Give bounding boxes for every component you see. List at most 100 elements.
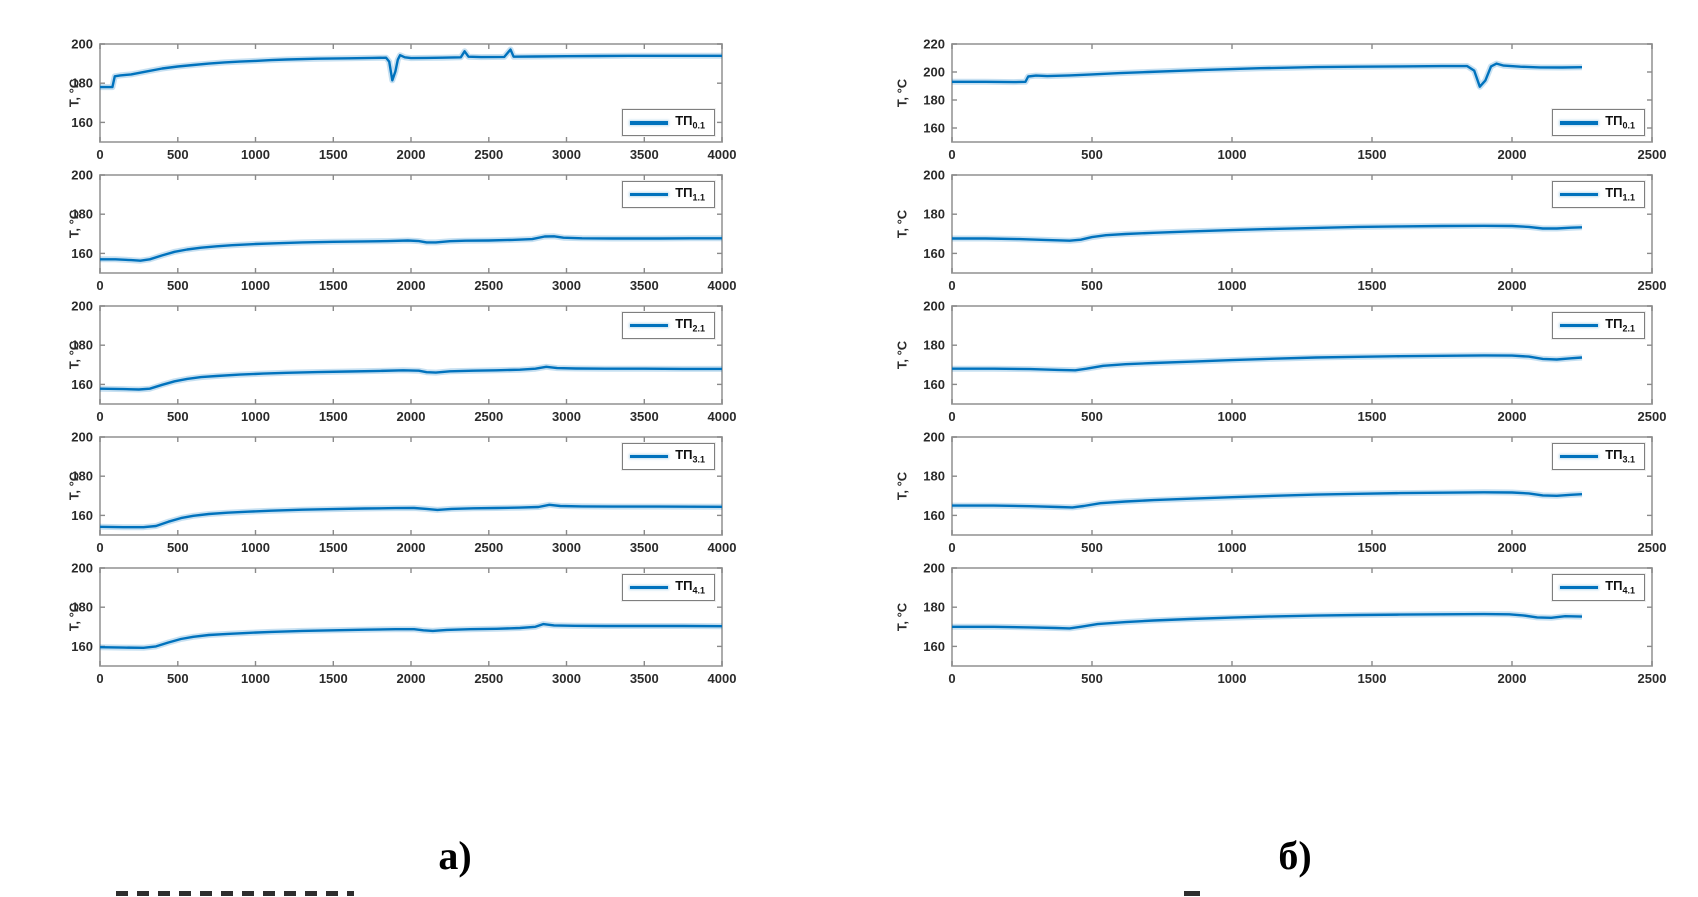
legend-label: ТП3.1 (675, 447, 705, 465)
svg-text:0: 0 (948, 409, 955, 423)
svg-text:3000: 3000 (552, 540, 581, 554)
chart-b5: 0 500 1000 1500 2000 2500 160 180 200 T, °C ТП4.1 (888, 554, 1698, 687)
legend-line-sample (630, 192, 669, 197)
svg-text:2000: 2000 (397, 671, 426, 685)
plot-area-a2: 0 500 1000 1500 2000 2500 3000 3500 4000 160 180 20… (71, 168, 736, 294)
plot-area-a4: 0 500 1000 1500 2000 2500 3000 3500 4000 160 180 20… (71, 430, 737, 556)
legend-b5: ТП4.1 (1552, 574, 1645, 601)
svg-text:180: 180 (923, 600, 945, 615)
svg-text:2500: 2500 (474, 671, 503, 685)
legend-line-sample (630, 323, 669, 328)
svg-text:180: 180 (923, 93, 945, 108)
svg-text:2500: 2500 (1638, 147, 1667, 161)
svg-text:1500: 1500 (319, 671, 348, 685)
y-axis-label: T, °C (66, 340, 82, 370)
legend-line-sample (1560, 120, 1599, 125)
svg-text:160: 160 (71, 508, 93, 523)
svg-text:200: 200 (71, 299, 93, 314)
svg-text:3500: 3500 (630, 409, 659, 423)
svg-text:160: 160 (71, 377, 93, 392)
chart-a4: 0 500 1000 1500 2000 2500 3000 3500 4000 160 180 20… (60, 423, 765, 556)
svg-text:500: 500 (1081, 278, 1103, 292)
y-axis-label: T, °C (894, 78, 910, 108)
panel-caption-b: б) (1278, 833, 1312, 878)
legend-line-sample (1560, 585, 1599, 590)
svg-text:0: 0 (96, 278, 103, 292)
svg-text:200: 200 (71, 37, 93, 52)
svg-text:180: 180 (71, 600, 93, 615)
svg-text:200: 200 (71, 168, 93, 183)
svg-text:1500: 1500 (319, 147, 348, 161)
svg-text:3000: 3000 (552, 409, 581, 423)
legend-b1: ТП0.1 (1552, 109, 1645, 136)
legend-line-sample (1560, 323, 1599, 328)
svg-text:3000: 3000 (552, 278, 581, 292)
svg-text:180: 180 (923, 469, 945, 484)
plot-area-b2: 0 500 1000 1500 2000 2500 160 180 200 (923, 168, 1666, 294)
svg-text:1500: 1500 (1358, 409, 1387, 423)
plot-area-b5: 0 500 1000 1500 2000 2500 160 180 200 (923, 561, 1666, 687)
cut-off-caption-fragment (1184, 891, 1200, 896)
svg-text:2000: 2000 (397, 147, 426, 161)
svg-text:2500: 2500 (474, 409, 503, 423)
svg-text:0: 0 (96, 147, 103, 161)
svg-text:200: 200 (71, 430, 93, 445)
svg-text:200: 200 (71, 561, 93, 576)
legend-label: ТП0.1 (675, 113, 705, 131)
legend-label: ТП0.1 (1605, 113, 1635, 131)
legend-label: ТП2.1 (1605, 316, 1635, 334)
legend-line-sample (1560, 192, 1599, 197)
chart-column-b: 0 500 1000 1500 2000 2500 160 180 200 220 T, °C ТП0… (888, 30, 1698, 690)
plot-area-a5: 0 500 1000 1500 2000 2500 3000 3500 4000 160 180 20… (71, 561, 736, 687)
svg-text:500: 500 (1081, 409, 1103, 423)
legend-a2: ТП1.1 (622, 181, 715, 208)
y-axis-label: T, °C (66, 78, 82, 108)
legend-b4: ТП3.1 (1552, 443, 1645, 470)
svg-text:160: 160 (923, 508, 945, 523)
legend-a3: ТП2.1 (622, 312, 715, 339)
chart-b1: 0 500 1000 1500 2000 2500 160 180 200 220 T, °C ТП0… (888, 30, 1698, 163)
svg-text:0: 0 (948, 540, 955, 554)
legend-label: ТП3.1 (1605, 447, 1635, 465)
chart-b3: 0 500 1000 1500 2000 2500 160 180 200 T, °C ТП2.1 (888, 292, 1698, 425)
svg-text:2000: 2000 (1498, 147, 1527, 161)
svg-text:1000: 1000 (1218, 278, 1247, 292)
svg-text:160: 160 (923, 246, 945, 261)
svg-text:2000: 2000 (1498, 409, 1527, 423)
svg-text:1000: 1000 (1218, 409, 1247, 423)
svg-text:1000: 1000 (241, 409, 270, 423)
y-axis-label: T, °C (894, 602, 910, 632)
svg-text:3500: 3500 (630, 278, 659, 292)
svg-text:0: 0 (948, 147, 955, 161)
svg-text:180: 180 (923, 338, 945, 353)
chart-b4: 0 500 1000 1500 2000 2500 160 180 200 T, °C ТП3.1 (888, 423, 1698, 556)
legend-b2: ТП1.1 (1552, 181, 1645, 208)
svg-text:200: 200 (923, 65, 945, 80)
svg-text:0: 0 (96, 409, 103, 423)
svg-text:200: 200 (923, 168, 945, 183)
svg-text:2000: 2000 (1498, 671, 1527, 685)
legend-a1: ТП0.1 (622, 109, 715, 136)
plot-area-a3: 0 500 1000 1500 2000 2500 3000 3500 4000 160 180 20… (71, 299, 736, 425)
svg-text:220: 220 (923, 37, 945, 52)
svg-text:2000: 2000 (1498, 540, 1527, 554)
panel-caption-a: а) (438, 833, 472, 878)
svg-text:1000: 1000 (241, 278, 270, 292)
svg-text:500: 500 (1081, 147, 1103, 161)
legend-a4: ТП3.1 (622, 443, 715, 470)
svg-text:1000: 1000 (241, 540, 270, 554)
svg-text:0: 0 (948, 671, 955, 685)
svg-text:180: 180 (71, 76, 93, 91)
svg-text:1500: 1500 (1358, 147, 1387, 161)
svg-text:200: 200 (923, 299, 945, 314)
y-axis-label: T, °C (66, 602, 82, 632)
svg-text:1000: 1000 (1218, 671, 1247, 685)
svg-text:500: 500 (167, 671, 189, 685)
y-axis-label: T, °C (894, 340, 910, 370)
svg-text:1000: 1000 (241, 671, 270, 685)
svg-text:3500: 3500 (630, 671, 659, 685)
svg-text:160: 160 (71, 246, 93, 261)
plot-area-b1: 0 500 1000 1500 2000 2500 160 180 200 220 (923, 37, 1667, 163)
svg-text:2500: 2500 (1638, 540, 1667, 554)
svg-text:4000: 4000 (708, 540, 737, 554)
